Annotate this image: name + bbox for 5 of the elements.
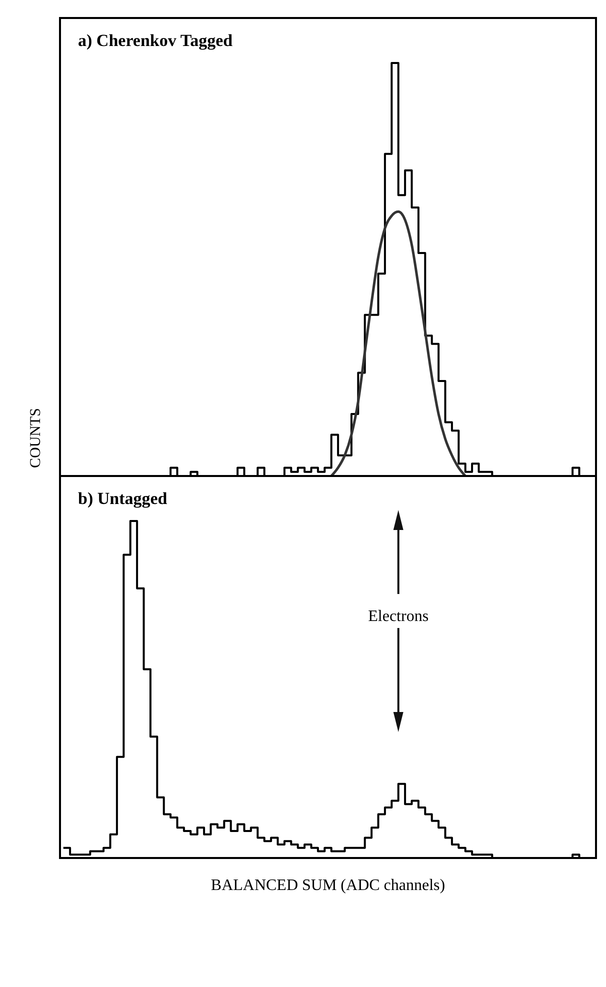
y-axis-title: COUNTS bbox=[28, 408, 44, 468]
x-axis-title: BALANCED SUM (ADC channels) bbox=[210, 877, 446, 894]
annotation: Electrons bbox=[368, 608, 429, 625]
chart-title: b) Untagged bbox=[78, 489, 168, 508]
chart-title: a) Cherenkov Tagged bbox=[78, 31, 234, 50]
